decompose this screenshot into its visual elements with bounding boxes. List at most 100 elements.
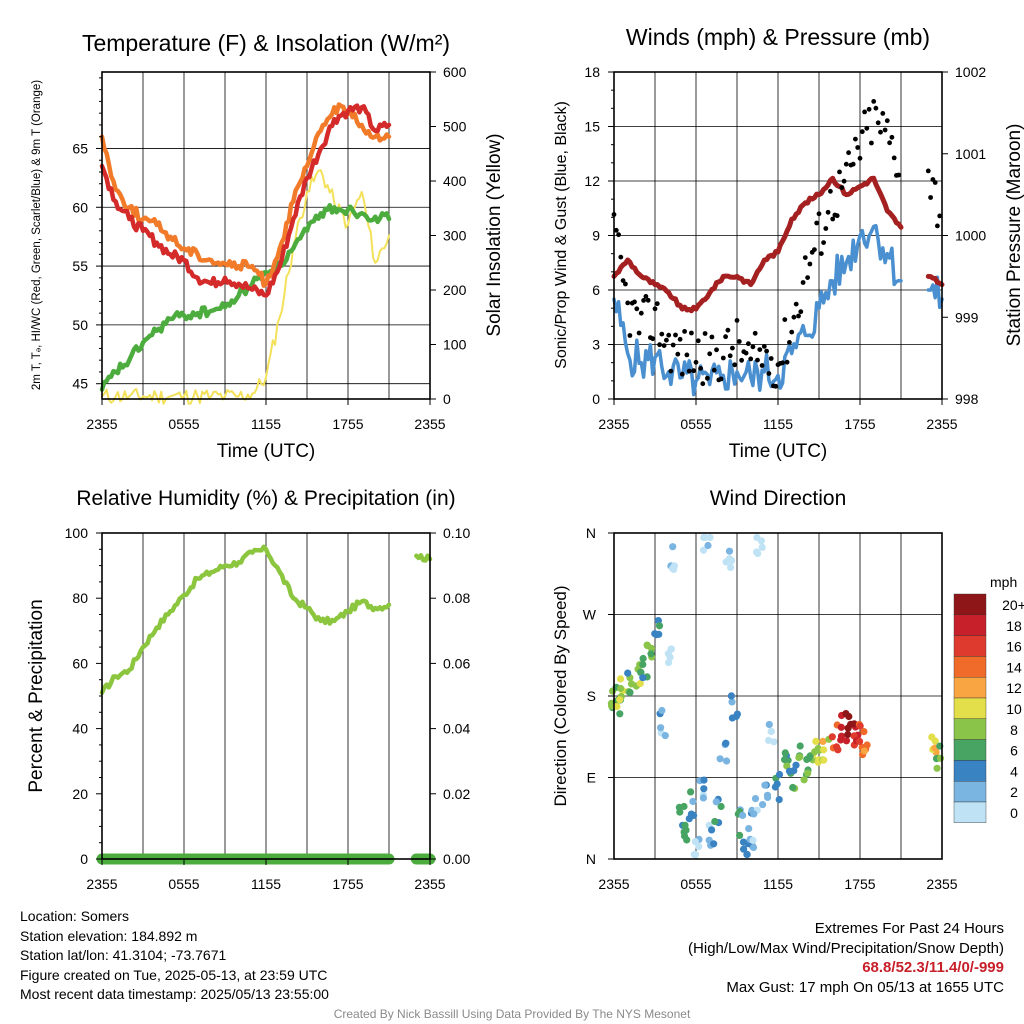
wind-direction-point [616,696,624,704]
x-tick-label: 1755 [844,416,875,432]
wind-direction-point [680,828,688,836]
x-tick-label: 0555 [680,416,711,432]
gust-point [627,333,633,338]
winds-x-ticks: 2355 0555 1155 1755 2355 [598,399,958,432]
wind-direction-point [753,533,761,542]
gust-point [652,306,658,312]
gust-point [807,261,813,267]
wind-direction-point [750,810,758,818]
wind-direction-point [781,756,789,764]
wind-direction-point [661,732,669,740]
gust-point [937,213,943,219]
gust-point [891,155,897,161]
gust-point [752,330,758,336]
y-tick-label: 60 [72,199,88,215]
wind-direction-point [814,745,822,753]
y-tick-label: 0 [592,391,600,407]
wind-direction-point [670,562,679,570]
wind-direction-gridlines [614,533,942,859]
humidity-x-ticks: 2355 0555 1155 1755 2355 [86,859,446,892]
y-tick-label: 65 [72,140,88,156]
gust-point [880,111,886,116]
y2-tick-label: 200 [443,282,467,298]
wind-direction-point [683,836,691,844]
wind-direction-point [658,706,666,715]
wind-direction-point [639,660,647,669]
gust-point [796,313,801,319]
gust-point [889,134,895,140]
gust-point [853,136,858,142]
gust-point [645,297,651,303]
temperature-gridlines [102,72,430,399]
gust-point [816,211,822,217]
gust-point [695,338,701,344]
gust-point [673,332,678,338]
gust-point [871,99,877,104]
legend-label: 8 [1010,722,1018,738]
gust-point [855,145,861,150]
humidity-panel-title: Relative Humidity (%) & Precipitation (i… [76,487,455,510]
gust-point [764,348,769,354]
winds-x-axis-label: Time (UTC) [729,441,828,462]
wind-direction-point [745,825,753,833]
wind-direction-point [740,845,748,853]
most-recent-timestamp: Most recent data timestamp: 2025/05/13 2… [20,986,329,1003]
wind-direction-point [736,831,744,840]
extremes-box: Extremes For Past 24 Hours (High/Low/Max… [688,919,1004,997]
wind-direction-point [812,737,820,746]
gust-point [812,247,817,253]
x-tick-label: 1755 [332,416,363,432]
gust-point [862,109,867,115]
legend-swatch [953,593,987,615]
wind-direction-point [775,770,784,779]
x-tick-label: 2355 [86,416,117,432]
y2-tick-label: 500 [443,119,467,135]
extremes-heading: Extremes For Past 24 Hours [814,920,1004,937]
wind-direction-point [669,543,677,551]
y2-tick-label: 400 [443,173,467,189]
wind-direction-point [928,733,936,741]
temperature-left-axis-label: 2m T, Tₔ, HI/WC (Red, Green, Scarlet/Blu… [31,80,43,390]
y2-tick-label: 999 [955,309,979,325]
gust-point [668,368,674,374]
x-tick-label: 2355 [86,876,117,892]
wind-direction-point [790,767,798,775]
wind-direction-axis-label: Direction (Colored By Speed) [551,585,570,806]
temperature-right-ticks: 0 100 200 300 400 500 600 [430,64,467,407]
y2-tick-label: 0.04 [443,721,470,737]
humidity-axis-label: Percent & Precipitation [26,599,47,792]
wind-direction-point [616,675,625,683]
legend-swatch [953,801,987,823]
wind-direction-point [680,802,688,811]
gust-point [875,120,881,126]
gust-point [750,344,756,350]
x-tick-label: 0555 [168,416,199,432]
winds-panel: Winds (mph) & Pressure (mb) 2355 0555 1155… [553,24,1024,462]
gust-point [643,294,649,299]
wind-direction-point [820,756,828,764]
gust-point [720,355,726,361]
gust-point [780,360,785,366]
winds-gridlines [614,71,942,400]
max-gust: Max Gust: 17 mph On 05/13 at 1655 UTC [726,978,1004,996]
wind-direction-point [700,776,708,784]
wind-direction-point [613,702,621,711]
gust-point [632,299,637,305]
y-tick-label: 12 [584,173,600,189]
gust-point [623,281,628,287]
y2-tick-label: 998 [955,391,979,407]
wind-direction-point [733,710,742,718]
gust-point [723,334,728,340]
extremes-subheading: (High/Low/Max Wind/Precipitation/Snow De… [688,939,1004,957]
y2-tick-label: 600 [443,64,467,80]
gust-point [759,363,765,368]
gust-point [698,366,703,371]
gust-point [734,318,740,323]
wind-direction-point [727,563,735,572]
gust-point [882,127,888,133]
gust-point [654,301,660,307]
x-tick-label: 2355 [414,876,445,892]
legend-label: 6 [1010,743,1018,759]
wind-direction-y-ticks: N E S W N [583,525,614,867]
wind-direction-point [842,737,851,745]
